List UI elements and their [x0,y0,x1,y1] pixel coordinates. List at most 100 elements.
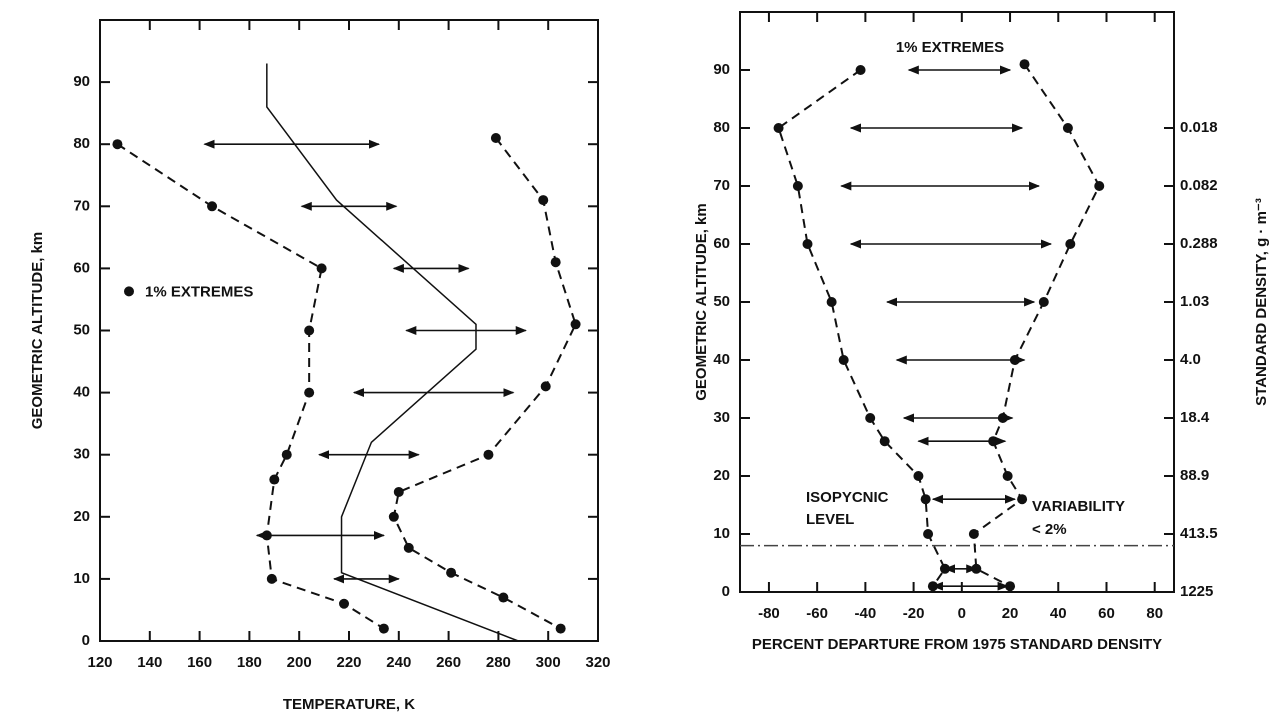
x-tick-label: 240 [386,654,411,671]
y2-tick-label: 0.018 [1180,119,1218,136]
extreme-point [1094,181,1105,191]
x-tick-label: 0 [958,605,966,622]
annotation: ISOPYCNIC [806,489,889,506]
extreme-point [112,139,123,150]
extreme-point [339,598,350,609]
extreme-point [281,449,292,460]
y-tick-label: 60 [713,235,730,252]
series-line [777,69,947,587]
extreme-point [266,573,277,584]
x-tick-label: -20 [903,605,925,622]
y-tick-label: 0 [722,583,730,600]
x-tick-label: -80 [758,605,780,622]
extreme-point [1065,239,1076,249]
y-tick-label: 0 [82,632,90,649]
y2-tick-label: 1.03 [1180,293,1209,310]
x-tick-label: 80 [1146,605,1163,622]
extreme-point [490,132,501,143]
extreme-point [304,325,315,336]
extreme-point [483,449,494,460]
y2-tick-label: 0.082 [1180,177,1218,194]
y-tick-label: 80 [713,119,730,136]
y2-tick-label: 413.5 [1180,525,1218,542]
y-tick-label: 60 [73,259,90,276]
x-tick-label: -60 [806,605,828,622]
series-line [116,143,385,630]
y-tick-label: 10 [713,525,730,542]
extreme-point [968,529,979,539]
x-tick-label: 300 [536,654,561,671]
extreme-point [538,195,549,206]
x-tick-label: 220 [336,654,361,671]
extreme-point [1017,494,1028,505]
extreme-point [855,65,866,75]
y2-tick-label: 88.9 [1180,467,1209,484]
y-tick-label: 20 [713,467,730,484]
y-axis-label: GEOMETRIC ALTITUDE, km [29,232,46,430]
extreme-point [207,201,218,212]
legend-label: 1% EXTREMES [145,283,253,300]
x-axis-label: PERCENT DEPARTURE FROM 1975 STANDARD DEN… [752,636,1162,653]
extreme-point [550,257,561,268]
x-tick-label: 40 [1050,605,1067,622]
extreme-point [403,542,414,553]
extreme-point [923,529,934,539]
series-line [266,63,519,642]
extreme-point [1038,297,1049,307]
x-tick-label: 260 [436,654,461,671]
y-tick-label: 20 [73,508,90,525]
y2-axis-label: STANDARD DENSITY, g · m⁻³ [1253,198,1270,406]
y2-tick-label: 18.4 [1180,409,1210,426]
legend-marker [124,286,134,297]
extreme-point [865,413,876,423]
x-tick-label: 20 [1002,605,1019,622]
y-tick-label: 40 [73,384,90,401]
extreme-point [1002,471,1013,481]
extreme-point [879,436,890,447]
extreme-point [1019,59,1030,70]
extreme-point [316,263,327,274]
extreme-point [838,355,849,365]
x-tick-label: 320 [585,654,610,671]
y-tick-label: 50 [713,293,730,310]
extreme-point [920,494,931,505]
x-tick-label: -40 [855,605,877,622]
x-tick-label: 200 [287,654,312,671]
series-line [392,137,577,630]
y-tick-label: 10 [73,570,90,587]
extreme-point [393,486,404,497]
extreme-point [388,511,399,522]
extreme-point [540,381,551,392]
x-tick-label: 280 [486,654,511,671]
y-tick-label: 90 [713,61,730,78]
extreme-point [446,567,457,578]
y-tick-label: 50 [73,321,90,338]
extreme-point [773,123,784,133]
x-tick-label: 60 [1098,605,1115,622]
x-tick-label: 160 [187,654,212,671]
extreme-point [378,623,389,634]
extreme-point [1062,123,1073,133]
annotation: LEVEL [806,511,854,528]
y2-tick-label: 0.288 [1180,235,1218,252]
extreme-point [498,592,509,603]
y-axis-label: GEOMETRIC ALTITUDE, km [693,203,710,401]
x-tick-label: 180 [237,654,262,671]
annotation: VARIABILITY [1032,498,1125,515]
y-tick-label: 80 [73,135,90,152]
annotation: 1% EXTREMES [896,39,1004,56]
extreme-point [304,387,315,398]
y-tick-label: 30 [713,409,730,426]
x-tick-label: 120 [87,654,112,671]
y-tick-label: 90 [73,73,90,90]
y-tick-label: 70 [73,197,90,214]
extreme-point [826,297,837,307]
extreme-point [555,623,566,634]
extreme-point [913,471,924,481]
extreme-point [570,319,581,330]
y2-tick-label: 1225 [1180,583,1213,600]
y-tick-label: 40 [713,351,730,368]
extreme-point [802,239,813,249]
